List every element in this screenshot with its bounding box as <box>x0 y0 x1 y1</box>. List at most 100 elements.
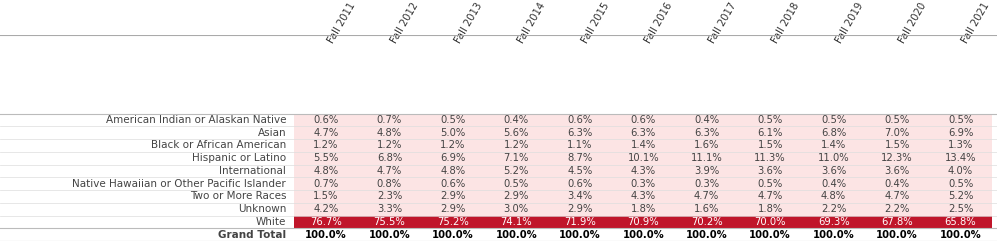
Text: 10.1%: 10.1% <box>627 153 659 163</box>
Text: 1.6%: 1.6% <box>694 141 719 150</box>
Text: 0.5%: 0.5% <box>440 115 465 125</box>
Text: Fall 2020: Fall 2020 <box>897 0 928 45</box>
Text: 0.6%: 0.6% <box>313 115 339 125</box>
Text: Fall 2017: Fall 2017 <box>707 0 738 45</box>
Text: 1.6%: 1.6% <box>694 204 719 214</box>
Text: 6.9%: 6.9% <box>440 153 466 163</box>
Bar <box>294 203 992 215</box>
Text: 0.6%: 0.6% <box>567 115 592 125</box>
Text: White: White <box>256 217 286 227</box>
Bar <box>294 114 992 126</box>
Text: 1.4%: 1.4% <box>821 141 846 150</box>
Text: 1.5%: 1.5% <box>757 141 783 150</box>
Text: 1.3%: 1.3% <box>948 141 973 150</box>
Text: 1.2%: 1.2% <box>440 141 466 150</box>
Text: 11.1%: 11.1% <box>691 153 723 163</box>
Text: 69.3%: 69.3% <box>818 217 849 227</box>
Text: 5.5%: 5.5% <box>313 153 339 163</box>
Text: 1.5%: 1.5% <box>313 191 339 201</box>
Text: Native Hawaiian or Other Pacific Islander: Native Hawaiian or Other Pacific Islande… <box>72 179 286 189</box>
Text: 5.6%: 5.6% <box>504 128 529 138</box>
Text: 1.1%: 1.1% <box>567 141 592 150</box>
Text: 0.6%: 0.6% <box>440 179 465 189</box>
Text: 0.4%: 0.4% <box>885 179 910 189</box>
Text: Fall 2014: Fall 2014 <box>516 0 548 45</box>
Text: 76.7%: 76.7% <box>310 217 342 227</box>
Text: 2.9%: 2.9% <box>567 204 592 214</box>
Text: 0.5%: 0.5% <box>758 115 783 125</box>
Text: 0.5%: 0.5% <box>948 179 973 189</box>
Text: 2.5%: 2.5% <box>948 204 973 214</box>
Text: 3.6%: 3.6% <box>758 166 783 176</box>
Text: 4.7%: 4.7% <box>884 191 910 201</box>
Text: 7.1%: 7.1% <box>504 153 529 163</box>
Text: Fall 2018: Fall 2018 <box>770 0 801 45</box>
Text: 2.3%: 2.3% <box>377 191 402 201</box>
Text: Black or African American: Black or African American <box>151 141 286 150</box>
Text: 4.0%: 4.0% <box>948 166 973 176</box>
Text: 1.4%: 1.4% <box>631 141 656 150</box>
Text: 3.4%: 3.4% <box>567 191 592 201</box>
Text: 4.8%: 4.8% <box>377 128 402 138</box>
Text: 6.1%: 6.1% <box>757 128 783 138</box>
Text: 6.3%: 6.3% <box>567 128 592 138</box>
Text: 0.5%: 0.5% <box>821 115 846 125</box>
Text: 100.0%: 100.0% <box>622 230 664 240</box>
Text: 70.9%: 70.9% <box>627 217 659 227</box>
Text: Asian: Asian <box>258 128 286 138</box>
Text: 3.3%: 3.3% <box>377 204 402 214</box>
Text: 100.0%: 100.0% <box>686 230 728 240</box>
Text: 0.6%: 0.6% <box>631 115 656 125</box>
Text: 4.8%: 4.8% <box>440 166 465 176</box>
Text: 6.3%: 6.3% <box>694 128 719 138</box>
Bar <box>294 165 992 177</box>
Text: 0.3%: 0.3% <box>694 179 719 189</box>
Text: 1.2%: 1.2% <box>313 141 339 150</box>
Text: 4.3%: 4.3% <box>631 166 656 176</box>
Text: 100.0%: 100.0% <box>559 230 601 240</box>
Text: 4.8%: 4.8% <box>821 191 846 201</box>
Bar <box>294 139 992 152</box>
Text: 2.9%: 2.9% <box>440 191 466 201</box>
Text: 1.5%: 1.5% <box>884 141 910 150</box>
Text: 4.7%: 4.7% <box>694 191 719 201</box>
Text: 1.2%: 1.2% <box>377 141 402 150</box>
Text: 100.0%: 100.0% <box>305 230 347 240</box>
Bar <box>294 215 992 228</box>
Text: 5.0%: 5.0% <box>440 128 465 138</box>
Text: 70.0%: 70.0% <box>754 217 786 227</box>
Bar <box>294 126 992 139</box>
Text: 100.0%: 100.0% <box>495 230 537 240</box>
Text: 1.8%: 1.8% <box>758 204 783 214</box>
Text: 8.7%: 8.7% <box>567 153 592 163</box>
Text: 5.2%: 5.2% <box>504 166 529 176</box>
Text: 0.5%: 0.5% <box>884 115 910 125</box>
Text: 100.0%: 100.0% <box>813 230 854 240</box>
Text: 11.0%: 11.0% <box>818 153 849 163</box>
Text: 71.9%: 71.9% <box>564 217 596 227</box>
Text: 4.3%: 4.3% <box>631 191 656 201</box>
Text: International: International <box>219 166 286 176</box>
Text: 2.9%: 2.9% <box>440 204 466 214</box>
Text: 0.7%: 0.7% <box>313 179 339 189</box>
Text: 0.4%: 0.4% <box>504 115 529 125</box>
Text: 0.6%: 0.6% <box>567 179 592 189</box>
Text: 4.7%: 4.7% <box>377 166 402 176</box>
Text: Fall 2012: Fall 2012 <box>389 0 421 45</box>
Text: Grand Total: Grand Total <box>218 230 286 240</box>
Text: 5.2%: 5.2% <box>948 191 973 201</box>
Text: 6.3%: 6.3% <box>631 128 656 138</box>
Text: 0.5%: 0.5% <box>504 179 529 189</box>
Text: 100.0%: 100.0% <box>749 230 791 240</box>
Text: 0.4%: 0.4% <box>694 115 719 125</box>
Text: 3.6%: 3.6% <box>884 166 910 176</box>
Text: 3.9%: 3.9% <box>694 166 719 176</box>
Text: 2.2%: 2.2% <box>821 204 846 214</box>
Text: 0.3%: 0.3% <box>631 179 656 189</box>
Text: 1.8%: 1.8% <box>631 204 656 214</box>
Bar <box>294 177 992 190</box>
Text: 0.8%: 0.8% <box>377 179 402 189</box>
Text: 4.7%: 4.7% <box>758 191 783 201</box>
Text: 11.3%: 11.3% <box>754 153 786 163</box>
Text: 100.0%: 100.0% <box>876 230 918 240</box>
